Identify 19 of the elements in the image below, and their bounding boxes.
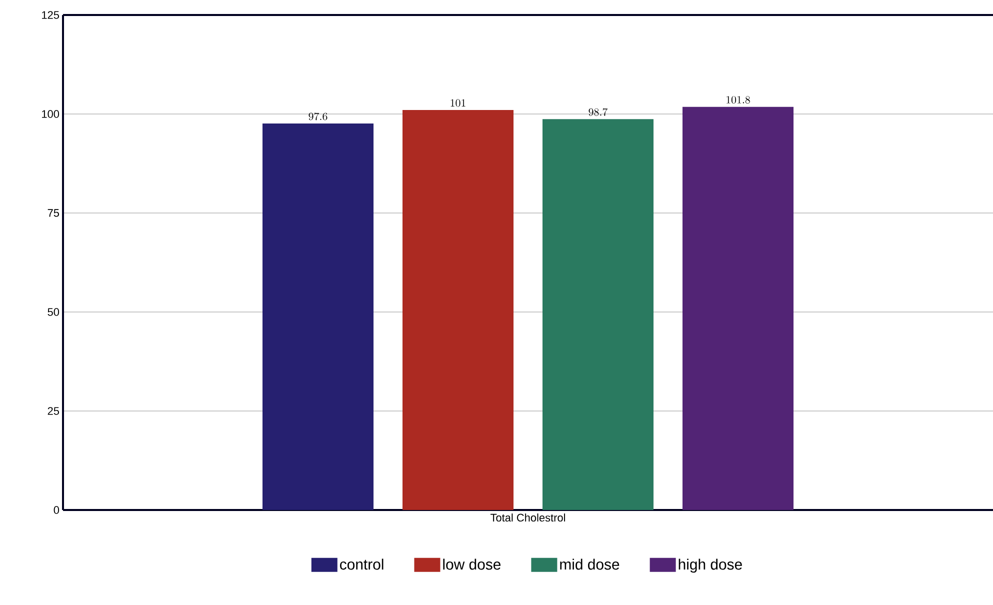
- x-tick-label: Total Cholestrol: [490, 514, 566, 522]
- legend-label: low dose: [443, 558, 501, 570]
- data-label: 97.6: [308, 112, 328, 120]
- legend-label: mid dose: [560, 558, 620, 570]
- y-tick-label: 0: [54, 506, 60, 514]
- y-tick-label: 75: [48, 209, 60, 217]
- legend-label: high dose: [678, 558, 742, 573]
- data-label: 101: [450, 99, 466, 107]
- data-label: 101 .8: [726, 96, 750, 104]
- y-tick-label: 50: [48, 308, 60, 316]
- y-tick-label: 125: [42, 11, 60, 19]
- bar: [402, 110, 514, 510]
- bar: [682, 106, 794, 510]
- data-label: 98.7: [588, 108, 608, 116]
- legend-label: control: [340, 558, 384, 570]
- bar: [542, 119, 654, 510]
- bar: [262, 123, 374, 510]
- y-tick-label: 25: [48, 407, 60, 415]
- y-tick-label: 100: [42, 110, 60, 118]
